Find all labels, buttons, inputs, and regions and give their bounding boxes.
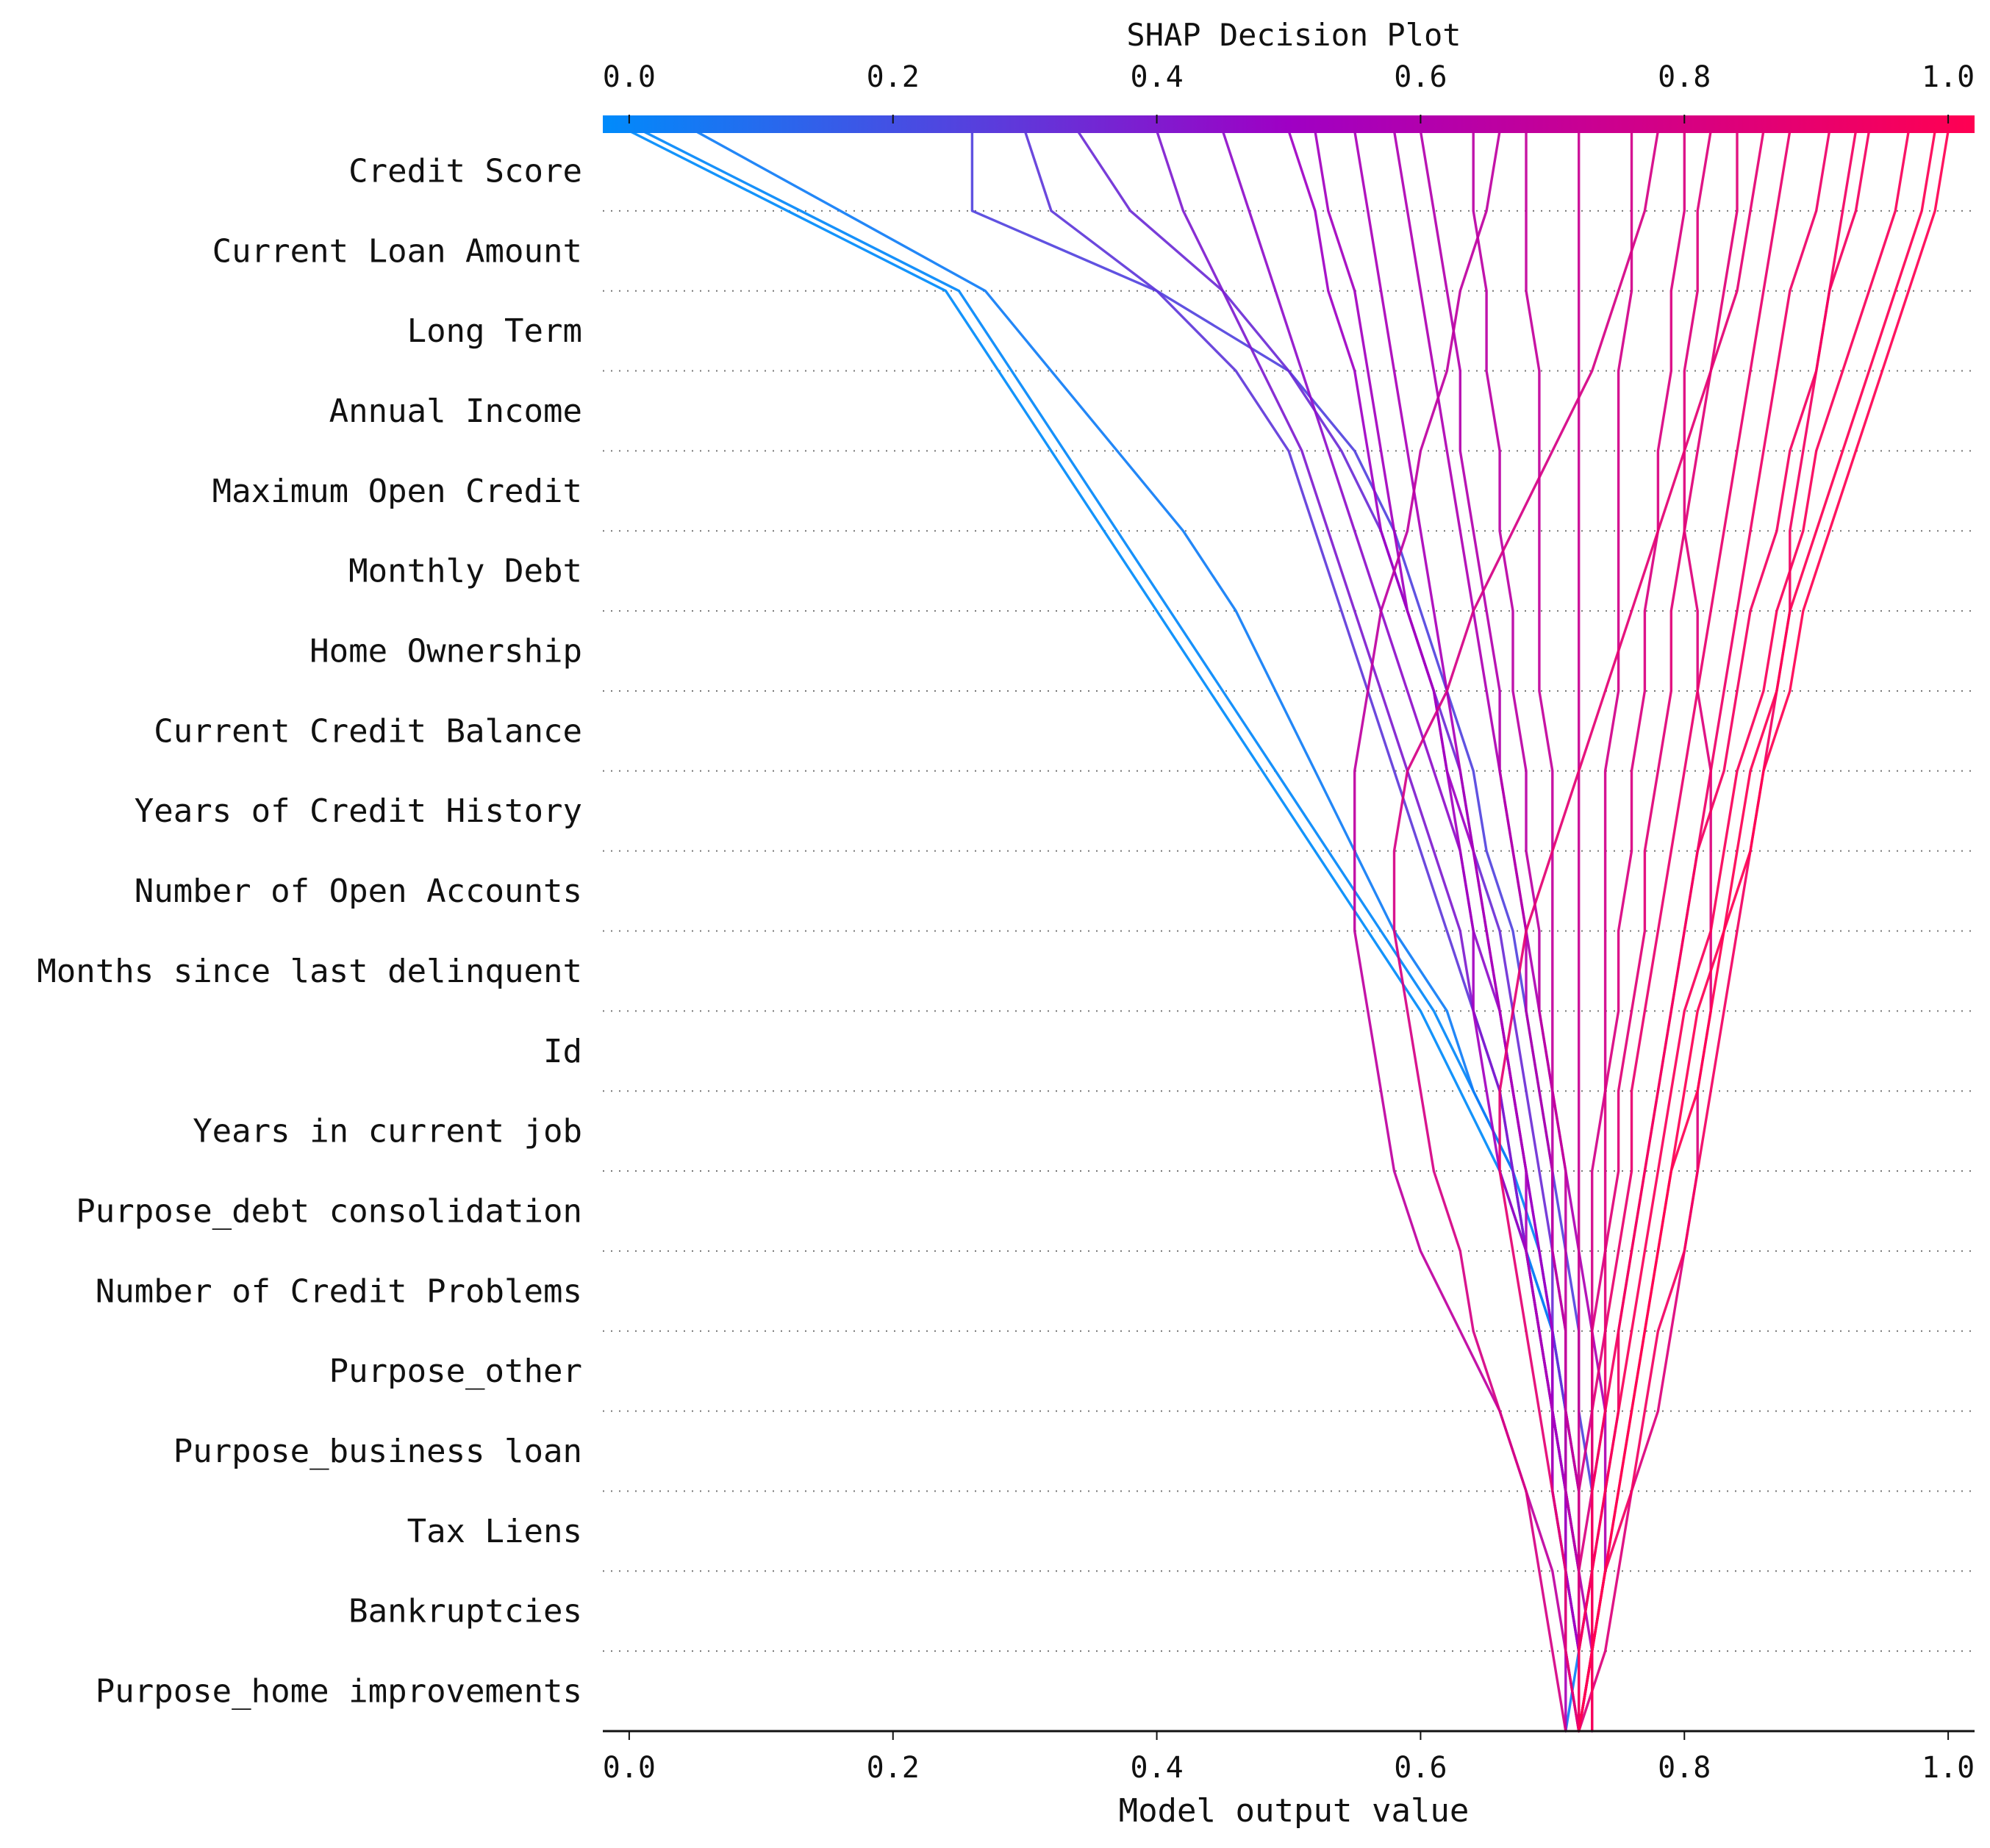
decision-line-sample-22 bbox=[1590, 129, 1936, 1733]
decision-line-sample-24 bbox=[1498, 129, 1765, 1733]
top-tick-label: 0.4 bbox=[1130, 60, 1183, 94]
feature-label-id: Id bbox=[543, 1033, 582, 1070]
decision-line-sample-15 bbox=[1577, 129, 1633, 1733]
x-axis-title: Model output value bbox=[1119, 1792, 1470, 1830]
bottom-tick-label: 1.0 bbox=[1922, 1751, 1975, 1785]
feature-label-bankruptcies: Bankruptcies bbox=[348, 1593, 582, 1630]
feature-label-number-of-credit-problems: Number of Credit Problems bbox=[96, 1272, 582, 1310]
feature-label-purpose-other: Purpose_other bbox=[329, 1353, 582, 1390]
top-tick-label: 0.2 bbox=[867, 60, 920, 94]
decision-line-sample-20 bbox=[1577, 129, 1871, 1733]
feature-label-years-of-credit-history: Years of Credit History bbox=[135, 792, 582, 830]
bottom-tick-label: 0.0 bbox=[603, 1751, 656, 1785]
feature-label-current-credit-balance: Current Credit Balance bbox=[154, 712, 582, 750]
feature-label-home-ownership: Home Ownership bbox=[309, 633, 582, 670]
feature-label-current-loan-amount: Current Loan Amount bbox=[212, 232, 582, 270]
top-axis-ticks: 0.0 0.2 0.4 0.6 0.8 1.0 bbox=[603, 60, 1975, 123]
feature-label-annual-income: Annual Income bbox=[329, 393, 582, 430]
feature-label-purpose-business-loan: Purpose_business loan bbox=[173, 1433, 582, 1470]
feature-label-purpose-home-improvements: Purpose_home improvements bbox=[96, 1673, 582, 1711]
decision-line-sample-27 bbox=[1314, 129, 1581, 1733]
feature-label-tax-liens: Tax Liens bbox=[407, 1513, 582, 1550]
feature-labels: Credit Score Current Loan Amount Long Term… bbox=[37, 152, 582, 1710]
top-tick-label: 1.0 bbox=[1922, 60, 1975, 94]
feature-label-long-term: Long Term bbox=[407, 312, 582, 350]
top-tick-label: 0.6 bbox=[1394, 60, 1447, 94]
feature-label-purpose-debt-consolidation: Purpose_debt consolidation bbox=[76, 1192, 582, 1230]
decision-line-sample-2 bbox=[641, 129, 1581, 1733]
decision-line-sample-28 bbox=[1577, 129, 1858, 1733]
bottom-axis-ticks: 0.0 0.2 0.4 0.6 0.8 1.0 bbox=[603, 1731, 1975, 1785]
feature-label-credit-score: Credit Score bbox=[348, 152, 582, 190]
decision-line-sample-10 bbox=[1353, 129, 1567, 1733]
decision-line-sample-17 bbox=[1577, 129, 1739, 1733]
bottom-tick-label: 0.4 bbox=[1130, 1751, 1183, 1785]
colorbar bbox=[603, 115, 1975, 133]
bottom-tick-label: 0.6 bbox=[1394, 1751, 1447, 1785]
chart-title: SHAP Decision Plot bbox=[1126, 17, 1461, 53]
decision-line-sample-12 bbox=[1472, 129, 1581, 1733]
bottom-tick-label: 0.2 bbox=[867, 1751, 920, 1785]
decision-line-sample-23 bbox=[1577, 129, 1950, 1733]
decision-line-sample-21 bbox=[1577, 129, 1911, 1733]
decision-lines bbox=[628, 129, 1950, 1733]
top-tick-label: 0.8 bbox=[1658, 60, 1711, 94]
decision-line-sample-13 bbox=[1525, 129, 1581, 1733]
feature-label-maximum-open-credit: Maximum Open Credit bbox=[212, 473, 582, 510]
bottom-tick-label: 0.8 bbox=[1658, 1751, 1711, 1785]
feature-label-years-in-current-job: Years in current job bbox=[193, 1113, 582, 1150]
feature-label-monthly-debt: Monthly Debt bbox=[348, 553, 582, 590]
feature-label-number-of-open-accounts: Number of Open Accounts bbox=[135, 873, 582, 910]
top-tick-label: 0.0 bbox=[603, 60, 656, 94]
decision-line-sample-25 bbox=[1392, 129, 1660, 1733]
feature-label-months-since-last-delinquent: Months since last delinquent bbox=[37, 953, 582, 990]
